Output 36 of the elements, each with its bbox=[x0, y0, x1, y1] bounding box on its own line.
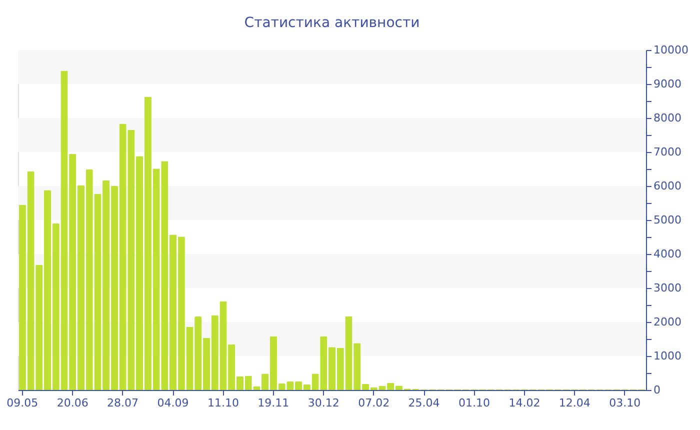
x-tick-label: 19.11 bbox=[258, 396, 290, 410]
y-tick-label: 1000 bbox=[654, 350, 682, 362]
x-tick-label: 04.09 bbox=[157, 396, 189, 410]
y-tick-label: 7000 bbox=[654, 146, 682, 158]
x-tick-label: 01.10 bbox=[458, 396, 490, 410]
bar bbox=[278, 384, 286, 390]
y-tick-label: 3000 bbox=[654, 282, 682, 294]
y-tick-label: 0 bbox=[654, 384, 660, 396]
bar bbox=[312, 374, 319, 390]
x-tick-label: 28.07 bbox=[107, 396, 139, 410]
x-tick-label: 25.04 bbox=[408, 396, 440, 410]
bar bbox=[345, 316, 352, 390]
bar bbox=[186, 326, 194, 390]
x-tick-label: 07.02 bbox=[358, 396, 390, 410]
bar bbox=[27, 171, 34, 390]
y-tick-label: 6000 bbox=[654, 180, 682, 192]
y-tick-label: 4000 bbox=[654, 248, 682, 260]
chart-title: Статистика активности bbox=[244, 15, 420, 31]
bar bbox=[152, 168, 160, 390]
y-tick-label: 8000 bbox=[654, 112, 682, 124]
bar bbox=[18, 204, 26, 390]
bar bbox=[94, 194, 102, 390]
bar bbox=[60, 70, 68, 390]
x-tick-label: 03.10 bbox=[609, 396, 641, 410]
y-tick-label: 10000 bbox=[654, 44, 688, 56]
x-tick-label: 12.04 bbox=[558, 396, 590, 410]
x-tick-label: 30.12 bbox=[308, 396, 340, 410]
x-tick-label: 14.02 bbox=[508, 396, 540, 410]
y-tick-label: 9000 bbox=[654, 78, 682, 90]
x-tick-label: 09.05 bbox=[6, 396, 38, 410]
bar bbox=[119, 124, 126, 390]
y-tick-label: 5000 bbox=[654, 214, 682, 226]
x-tick-label: 11.10 bbox=[207, 396, 239, 410]
y-tick-label: 2000 bbox=[654, 316, 682, 328]
x-tick-label: 20.06 bbox=[56, 396, 88, 410]
bar bbox=[220, 301, 227, 390]
